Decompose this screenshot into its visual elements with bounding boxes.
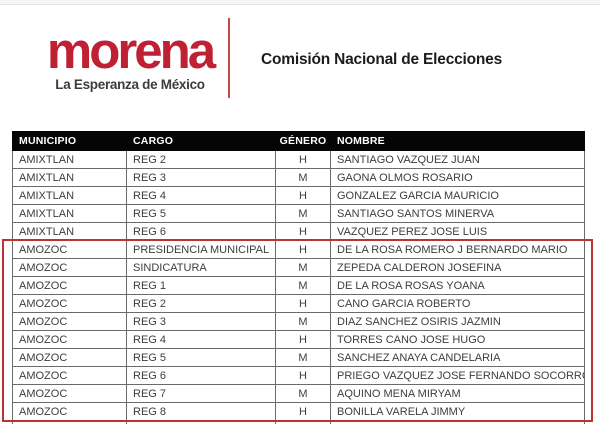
cell-genero: H [275, 402, 331, 421]
cell-genero: M [275, 204, 331, 223]
cell-cargo: REG 5 [126, 348, 276, 367]
cell-cargo: REG 6 [126, 222, 276, 241]
cell-nombre: BONILLA VARELA JIMMY [330, 402, 585, 421]
cell-cargo: SINDICATURA [126, 258, 276, 277]
cell-municipio: AMIXTLAN [12, 222, 127, 241]
cell-cargo: REG 1 [126, 276, 276, 295]
table-row: AMOZOC REG 1 M DE LA ROSA ROSAS YOANA [12, 276, 585, 295]
cell-municipio: AMOZOC [12, 258, 127, 277]
cell-municipio: AMIXTLAN [12, 168, 127, 187]
column-header-genero: GÉNERO [275, 131, 331, 151]
cell-nombre: GAONA OLMOS ROSARIO [330, 168, 585, 187]
cell-genero: M [275, 348, 331, 367]
cell-cargo: PRESIDENCIA MUNICIPAL [126, 240, 276, 259]
cell-genero: H [275, 294, 331, 313]
cell-genero: M [275, 168, 331, 187]
cell-genero: H [275, 222, 331, 241]
cell-municipio: AMOZOC [12, 330, 127, 349]
candidates-table: MUNICIPIO CARGO GÉNERO NOMBRE AMIXTLAN R… [12, 131, 585, 424]
cell-municipio: AMOZOC [12, 366, 127, 385]
cell-municipio: AMOZOC [12, 384, 127, 403]
column-header-municipio: MUNICIPIO [12, 131, 127, 151]
column-header-cargo: CARGO [126, 131, 276, 151]
cell-municipio: AMIXTLAN [12, 186, 127, 205]
cell-genero: M [275, 258, 331, 277]
cell-cargo: REG 3 [126, 168, 276, 187]
cell-nombre: TORRES CANO JOSE HUGO [330, 330, 585, 349]
cell-nombre: DIAZ SANCHEZ OSIRIS JAZMIN [330, 312, 585, 331]
table-row: AMOZOC REG 4 H TORRES CANO JOSE HUGO [12, 330, 585, 349]
cell-genero: H [275, 330, 331, 349]
cell-municipio: AMOZOC [12, 312, 127, 331]
cell-cargo: REG 2 [126, 150, 276, 169]
cell-genero: H [275, 150, 331, 169]
cell-cargo: REG 2 [126, 294, 276, 313]
cell-nombre: SANTIAGO SANTOS MINERVA [330, 204, 585, 223]
table-row: AMOZOC REG 6 H PRIEGO VAZQUEZ JOSE FERNA… [12, 366, 585, 385]
table-row: AMOZOC REG 3 M DIAZ SANCHEZ OSIRIS JAZMI… [12, 312, 585, 331]
table-row: AMOZOC REG 8 H BONILLA VARELA JIMMY [12, 402, 585, 421]
cell-genero: H [275, 186, 331, 205]
cell-nombre: SANTIAGO VAZQUEZ JUAN [330, 150, 585, 169]
cell-nombre: ZEPEDA CALDERON JOSEFINA [330, 258, 585, 277]
cell-nombre: PRIEGO VAZQUEZ JOSE FERNANDO SOCORRO [330, 366, 585, 385]
cell-nombre: AQUINO MENA MIRYAM [330, 384, 585, 403]
header-divider-line [228, 18, 230, 98]
cell-cargo: REG 8 [126, 402, 276, 421]
table-row: AMIXTLAN REG 4 H GONZALEZ GARCIA MAURICI… [12, 186, 585, 205]
page-title: Comisión Nacional de Elecciones [261, 51, 503, 68]
cell-nombre: DE LA ROSA ROMERO J BERNARDO MARIO [330, 240, 585, 259]
cell-municipio: AMOZOC [12, 276, 127, 295]
cell-municipio: AMOZOC [12, 240, 127, 259]
top-divider [0, 0, 600, 5]
cell-nombre: SANCHEZ ANAYA CANDELARIA [330, 348, 585, 367]
cell-genero: H [275, 366, 331, 385]
logo-wordmark: morena [46, 22, 216, 79]
cell-municipio: AMOZOC [12, 348, 127, 367]
cell-cargo: REG 4 [126, 330, 276, 349]
morena-logo: morena La Esperanza de México [40, 22, 220, 92]
table-row: AMOZOC REG 7 M AQUINO MENA MIRYAM [12, 384, 585, 403]
logo-tagline: La Esperanza de México [55, 77, 205, 92]
table-row: AMOZOC REG 5 M SANCHEZ ANAYA CANDELARIA [12, 348, 585, 367]
table-header-row: MUNICIPIO CARGO GÉNERO NOMBRE [12, 131, 585, 151]
cell-municipio: AMIXTLAN [12, 150, 127, 169]
cell-municipio: AMOZOC [12, 294, 127, 313]
table-row: AMIXTLAN REG 5 M SANTIAGO SANTOS MINERVA [12, 204, 585, 223]
cell-nombre: VAZQUEZ PEREZ JOSE LUIS [330, 222, 585, 241]
cell-municipio: AMOZOC [12, 402, 127, 421]
cell-nombre: CANO GARCIA ROBERTO [330, 294, 585, 313]
cell-cargo: REG 5 [126, 204, 276, 223]
table-row-cutoff [12, 420, 585, 424]
cell-nombre: GONZALEZ GARCIA MAURICIO [330, 186, 585, 205]
table-row: AMIXTLAN REG 2 H SANTIAGO VAZQUEZ JUAN [12, 150, 585, 169]
table-row: AMOZOC SINDICATURA M ZEPEDA CALDERON JOS… [12, 258, 585, 277]
cell-cargo: REG 7 [126, 384, 276, 403]
cell-cargo: REG 4 [126, 186, 276, 205]
table-row: AMOZOC PRESIDENCIA MUNICIPAL H DE LA ROS… [12, 240, 585, 259]
cell-genero: M [275, 312, 331, 331]
cell-genero: M [275, 384, 331, 403]
cell-cargo: REG 3 [126, 312, 276, 331]
table-row: AMIXTLAN REG 6 H VAZQUEZ PEREZ JOSE LUIS [12, 222, 585, 241]
column-header-nombre: NOMBRE [330, 131, 585, 151]
cell-municipio: AMIXTLAN [12, 204, 127, 223]
cell-genero: H [275, 240, 331, 259]
table-row: AMIXTLAN REG 3 M GAONA OLMOS ROSARIO [12, 168, 585, 187]
table-row: AMOZOC REG 2 H CANO GARCIA ROBERTO [12, 294, 585, 313]
cell-genero: M [275, 276, 331, 295]
cell-cargo: REG 6 [126, 366, 276, 385]
cell-nombre: DE LA ROSA ROSAS YOANA [330, 276, 585, 295]
